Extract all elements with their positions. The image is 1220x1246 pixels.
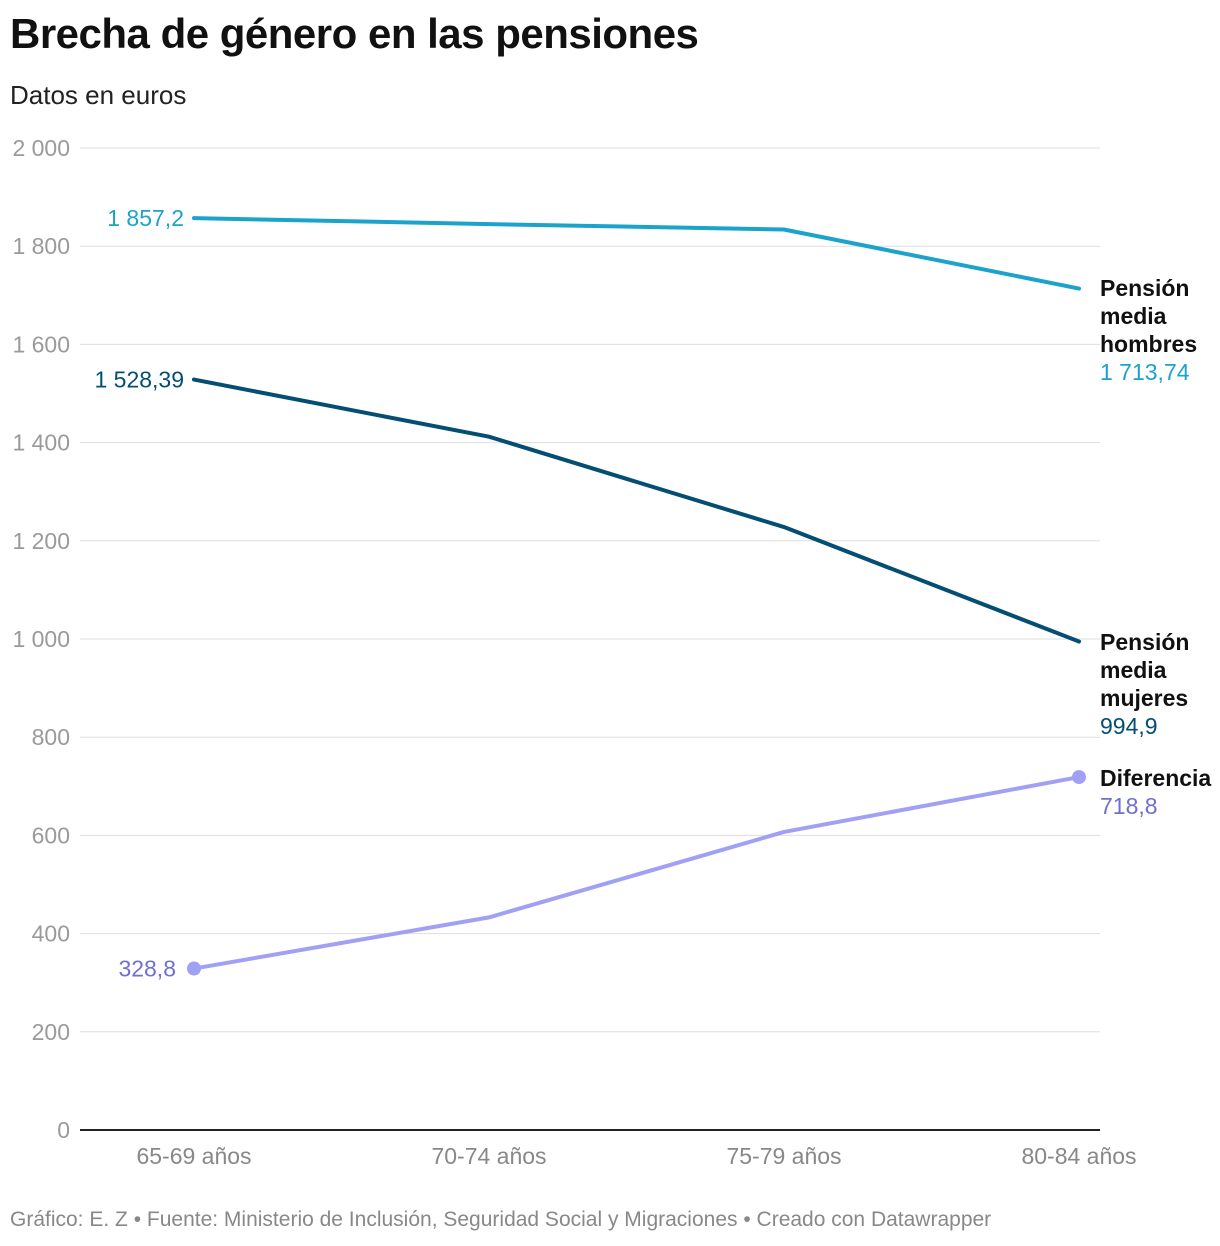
series-line xyxy=(192,216,1081,291)
end-value-label: 1 713,74 xyxy=(1100,359,1190,385)
series-name-label: Pensión xyxy=(1100,629,1189,655)
y-tick-label: 600 xyxy=(32,822,70,848)
y-tick-label: 1 200 xyxy=(12,528,70,554)
x-tick-label: 75-79 años xyxy=(726,1143,841,1169)
y-tick-label: 400 xyxy=(32,921,70,947)
series-line xyxy=(192,775,1081,971)
end-value-label: 994,9 xyxy=(1100,713,1158,739)
series-lines xyxy=(187,216,1086,976)
y-tick-label: 1 800 xyxy=(12,233,70,259)
series-name-label: Diferencia xyxy=(1100,765,1211,791)
y-tick-label: 0 xyxy=(57,1117,70,1143)
start-value-label: 1 528,39 xyxy=(94,367,184,393)
chart-subtitle: Datos en euros xyxy=(10,80,187,110)
x-tick-label: 80-84 años xyxy=(1021,1143,1136,1169)
x-tick-label: 65-69 años xyxy=(136,1143,251,1169)
y-tick-label: 200 xyxy=(32,1019,70,1045)
chart-title: Brecha de género en las pensiones xyxy=(10,10,699,57)
grid-lines xyxy=(80,147,1100,1131)
y-tick-label: 1 600 xyxy=(12,331,70,357)
series-name-label: Pensión xyxy=(1100,275,1189,301)
y-tick-label: 800 xyxy=(32,724,70,750)
series-name-label: hombres xyxy=(1100,331,1197,357)
chart-footer: Gráfico: E. Z • Fuente: Ministerio de In… xyxy=(10,1208,992,1231)
x-axis-ticks: 65-69 años 70-74 años 75-79 años 80-84 años xyxy=(136,1143,1136,1169)
y-tick-label: 1 000 xyxy=(12,626,70,652)
series-marker xyxy=(187,961,201,976)
line-chart: 0 200 400 600 800 1 000 1 200 1 400 1 600 1 800 2 … xyxy=(12,135,1211,1169)
end-value-label: 718,8 xyxy=(1100,793,1158,819)
start-value-label: 328,8 xyxy=(118,956,176,982)
series-name-label: media xyxy=(1100,657,1167,683)
series-line xyxy=(192,377,1081,644)
y-tick-label: 1 400 xyxy=(12,430,70,456)
start-value-label: 1 857,2 xyxy=(107,205,184,231)
series-name-label: mujeres xyxy=(1100,685,1188,711)
x-tick-label: 70-74 años xyxy=(431,1143,546,1169)
series-marker xyxy=(1072,770,1086,785)
y-axis-ticks: 0 200 400 600 800 1 000 1 200 1 400 1 600 1 800 2 … xyxy=(12,135,70,1143)
series-name-label: media xyxy=(1100,303,1167,329)
y-tick-label: 2 000 xyxy=(12,135,70,161)
